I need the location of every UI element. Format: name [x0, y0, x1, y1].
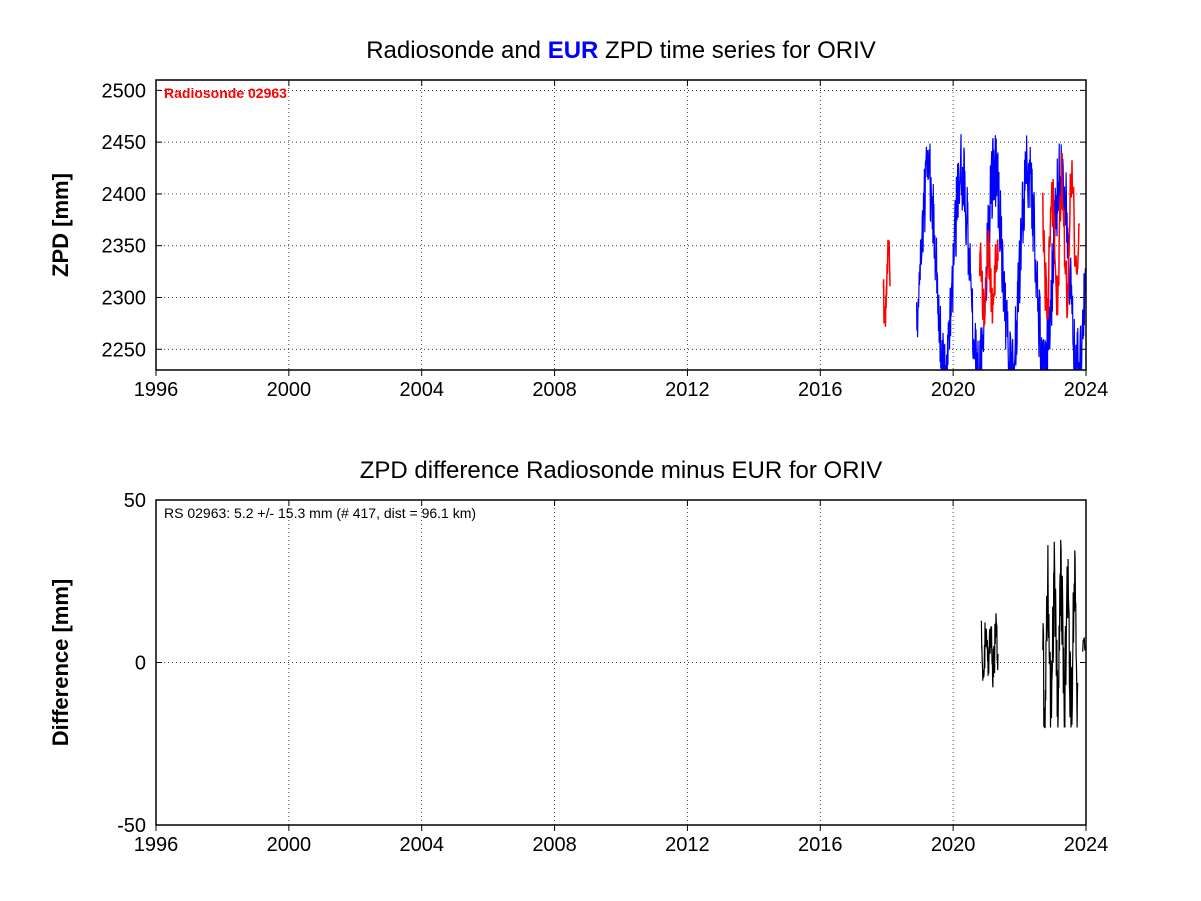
title-accent: EUR — [548, 37, 599, 64]
xtick-label: 2000 — [267, 379, 312, 401]
series-Radiosonde-early — [883, 240, 890, 327]
series-EUR — [917, 134, 1086, 375]
xtick-label: 2020 — [931, 834, 976, 856]
xtick-label: 2024 — [1064, 379, 1109, 401]
y-axis-label: ZPD [mm] — [48, 173, 73, 277]
xtick-label: 2016 — [798, 834, 843, 856]
ytick-label: 2300 — [102, 288, 147, 310]
xtick-label: 1996 — [134, 834, 179, 856]
ytick-label: 2400 — [102, 184, 147, 206]
series-Radiosonde-mid — [980, 230, 998, 327]
xtick-label: 2024 — [1064, 834, 1109, 856]
xtick-label: 2008 — [532, 834, 577, 856]
series-diff-3 — [1083, 638, 1086, 652]
stats-annotation: RS 02963: 5.2 +/- 15.3 mm (# 417, dist =… — [164, 505, 476, 521]
series-diff-2 — [1043, 540, 1078, 728]
xtick-label: 2004 — [399, 834, 444, 856]
ytick-label: 0 — [135, 653, 146, 675]
xtick-label: 2000 — [267, 834, 312, 856]
ytick-label: 2350 — [102, 236, 147, 258]
xtick-label: 1996 — [134, 379, 179, 401]
xtick-label: 2004 — [399, 379, 444, 401]
plot-border — [156, 80, 1086, 370]
xtick-label: 2008 — [532, 379, 577, 401]
xtick-label: 2020 — [931, 379, 976, 401]
xtick-label: 2012 — [665, 834, 710, 856]
title-post: ZPD time series for ORIV — [598, 37, 875, 64]
series-Radiosonde-late — [1043, 153, 1080, 319]
svg-root: 1996 2000 2004 2008 2012 2016 2020 2024 2250 2300… — [0, 0, 1201, 901]
xtick-label: 2012 — [665, 379, 710, 401]
ytick-label: 2250 — [102, 339, 147, 361]
title-pre: Radiosonde and — [366, 37, 547, 64]
chart-canvas: 1996 2000 2004 2008 2012 2016 2020 2024 2250 2300… — [0, 0, 1201, 901]
series-diff-1 — [981, 613, 998, 687]
ytick-label: 50 — [124, 490, 146, 512]
top-chart-title: Radiosonde and EUR ZPD time series for O… — [366, 37, 876, 64]
bottom-chart-title: ZPD difference Radiosonde minus EUR for … — [360, 457, 882, 484]
ytick-label: 2500 — [102, 80, 147, 102]
ytick-label: -50 — [117, 815, 146, 837]
y-axis-label: Difference [mm] — [48, 579, 73, 746]
legend-radiosonde: Radiosonde 02963 — [164, 85, 287, 101]
ytick-label: 2450 — [102, 132, 147, 154]
xtick-label: 2016 — [798, 379, 843, 401]
